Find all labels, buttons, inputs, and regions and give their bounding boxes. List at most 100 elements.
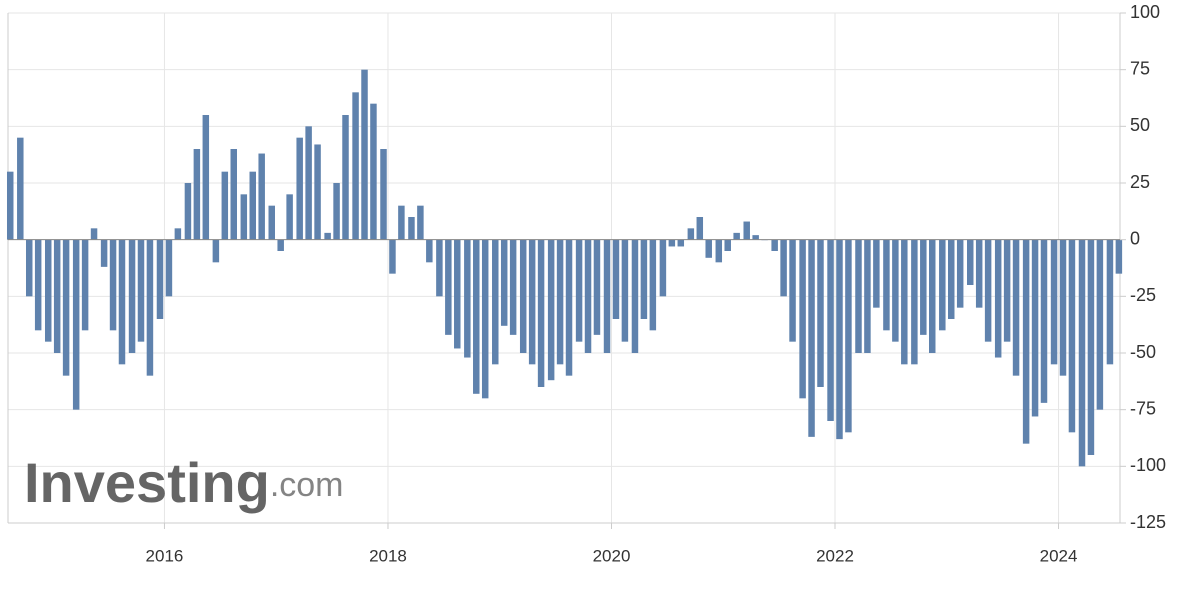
bar	[1012, 239, 1020, 376]
bar	[17, 137, 24, 240]
bar	[948, 239, 955, 319]
bar	[230, 149, 237, 240]
y-tick-label: -75	[1130, 398, 1156, 418]
bar	[1078, 239, 1086, 467]
bar	[855, 239, 862, 353]
bar	[911, 239, 918, 365]
bar	[305, 126, 312, 240]
bar	[296, 137, 303, 240]
bar	[808, 239, 815, 437]
bar	[174, 228, 182, 240]
bar	[920, 239, 927, 335]
bar	[193, 149, 201, 240]
bar	[436, 239, 443, 297]
bar	[659, 239, 667, 297]
bar	[892, 239, 899, 342]
bar	[44, 239, 52, 342]
bar	[90, 228, 98, 240]
bar	[100, 239, 108, 267]
y-tick-label: -50	[1130, 342, 1156, 362]
bar	[966, 239, 974, 285]
y-tick-label: -25	[1130, 285, 1156, 305]
bar	[519, 239, 527, 353]
bar	[994, 239, 1002, 358]
bar	[146, 239, 154, 376]
bar	[956, 239, 964, 308]
bar	[883, 239, 890, 331]
bar	[1003, 239, 1011, 342]
x-tick-label: 2020	[593, 546, 631, 565]
bar	[212, 239, 220, 263]
bar	[6, 171, 14, 240]
bar	[184, 183, 192, 240]
bar	[612, 239, 620, 319]
bar	[575, 239, 583, 342]
bar	[827, 239, 834, 421]
y-tick-label: -125	[1130, 512, 1166, 532]
bar	[165, 239, 173, 297]
bar	[389, 239, 396, 274]
bar	[845, 239, 852, 433]
bar	[156, 239, 164, 319]
bar	[333, 183, 340, 240]
bar	[1068, 239, 1076, 433]
x-tick-label: 2022	[816, 546, 854, 565]
bar	[873, 239, 880, 308]
bar	[640, 239, 648, 319]
bar	[687, 228, 695, 240]
bar	[277, 239, 284, 251]
bar	[128, 239, 136, 353]
bar	[342, 115, 349, 240]
bar	[1031, 239, 1039, 417]
bar	[939, 239, 946, 331]
x-tick-label: 2018	[369, 546, 407, 565]
bar	[565, 239, 573, 376]
bar	[1050, 239, 1058, 365]
bar	[118, 239, 126, 365]
bar	[975, 239, 983, 308]
bar	[743, 221, 750, 240]
bar	[556, 239, 564, 365]
bar	[836, 239, 843, 440]
watermark: Investing.com	[24, 451, 344, 514]
watermark-suffix: .com	[270, 466, 344, 504]
bar	[705, 239, 712, 258]
bar	[929, 239, 936, 353]
bar	[500, 239, 508, 326]
bar	[528, 239, 536, 365]
watermark-brand: Investing	[24, 451, 270, 514]
bar	[724, 239, 731, 251]
bar	[547, 239, 555, 381]
bar	[1059, 239, 1067, 376]
y-tick-label: 25	[1130, 172, 1150, 192]
bar	[593, 239, 601, 335]
bar	[361, 69, 368, 240]
bar	[81, 239, 89, 331]
bar	[370, 103, 377, 240]
y-tick-label: 50	[1130, 115, 1150, 135]
bar	[34, 239, 42, 331]
bar	[258, 153, 265, 240]
bar	[780, 239, 787, 297]
bar	[417, 205, 424, 240]
bar	[1022, 239, 1030, 444]
bar	[799, 239, 806, 399]
bar	[901, 239, 908, 365]
bar	[771, 239, 778, 251]
y-tick-label: 75	[1130, 58, 1150, 78]
bar	[464, 239, 471, 358]
bar	[324, 232, 331, 240]
bar	[53, 239, 61, 353]
bar	[603, 239, 611, 353]
bar	[864, 239, 871, 353]
bar	[249, 171, 256, 240]
bar	[715, 239, 723, 263]
bar	[426, 239, 433, 263]
bar	[752, 235, 759, 240]
bar	[268, 205, 275, 240]
bar	[286, 194, 293, 240]
bar	[1115, 239, 1123, 274]
bar	[25, 239, 33, 297]
bar	[109, 239, 117, 331]
